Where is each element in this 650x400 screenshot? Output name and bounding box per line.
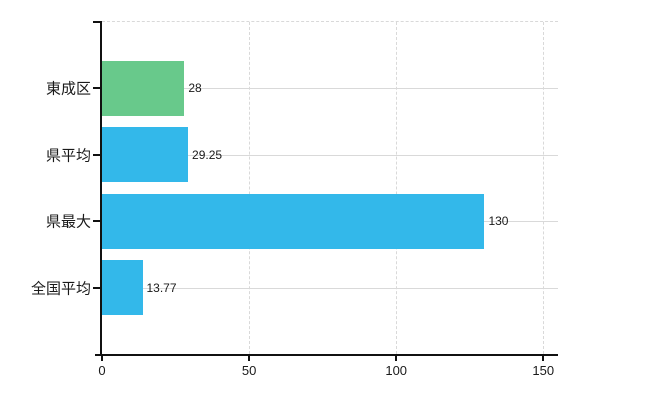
bar-1 xyxy=(102,60,185,116)
y-axis-top-tick xyxy=(93,21,102,23)
x-tick-label: 0 xyxy=(98,363,106,378)
x-tick-label: 150 xyxy=(532,363,555,378)
gridline-vertical xyxy=(543,22,545,354)
gridline-horizontal xyxy=(102,154,558,156)
bar-value-label: 13.77 xyxy=(146,280,177,295)
x-axis-tick xyxy=(248,356,251,361)
gridline-horizontal xyxy=(102,287,558,289)
gridline-vertical xyxy=(396,22,398,354)
bar-4 xyxy=(102,260,143,316)
x-axis-tick xyxy=(101,356,103,361)
plot-top-border xyxy=(102,21,558,22)
x-tick-label: 50 xyxy=(241,363,257,378)
y-axis-line xyxy=(100,22,102,354)
category-label: 全国平均 xyxy=(30,280,91,298)
gridline-horizontal xyxy=(102,88,558,90)
y-axis-tick xyxy=(93,87,100,90)
y-axis-tick xyxy=(93,286,100,289)
y-axis-tick xyxy=(93,220,100,223)
y-axis-tick xyxy=(93,153,100,156)
category-label: 県平均 xyxy=(45,147,91,165)
x-axis-tick xyxy=(395,356,398,361)
bar-3 xyxy=(102,193,485,249)
category-label: 県最大 xyxy=(45,213,91,231)
x-tick-label: 100 xyxy=(385,363,408,378)
bar-value-label: 28 xyxy=(188,81,202,96)
bar-2 xyxy=(102,127,189,183)
x-axis-line xyxy=(95,354,558,356)
category-label: 東成区 xyxy=(45,80,91,98)
x-axis-tick xyxy=(542,356,545,361)
bar-value-label: 130 xyxy=(488,214,509,229)
gridline-vertical xyxy=(249,22,251,354)
bar-value-label: 29.25 xyxy=(192,147,223,162)
